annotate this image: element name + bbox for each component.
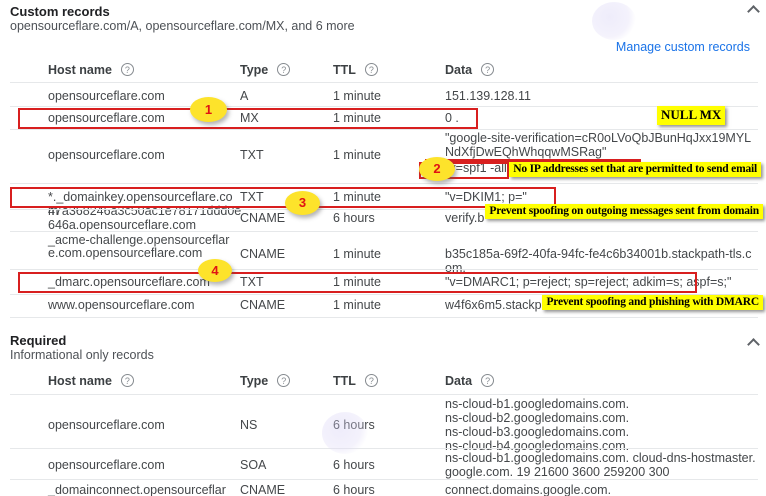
help-icon[interactable]: ? bbox=[277, 63, 291, 76]
annotation-box-dmarc bbox=[18, 272, 697, 293]
help-icon[interactable]: ? bbox=[364, 374, 378, 387]
help-icon[interactable]: ? bbox=[364, 63, 378, 76]
help-icon[interactable]: ? bbox=[481, 374, 495, 387]
marker-3: 3 bbox=[285, 191, 320, 215]
data-cell: "v=DMARC1; p=reject; sp=reject; adkim=s;… bbox=[445, 275, 732, 289]
type-cell: CNAME bbox=[240, 298, 286, 312]
column-data: Data? bbox=[445, 63, 758, 77]
data-cell: ns-cloud-b1.googledomains.com. cloud-dns… bbox=[445, 451, 756, 479]
marker-1: 1 bbox=[190, 97, 227, 122]
watermark bbox=[322, 412, 368, 454]
help-icon[interactable]: ? bbox=[120, 63, 134, 76]
host-cell: _acme-challenge.opensourceflare.com.open… bbox=[48, 233, 230, 260]
type-cell: MX bbox=[240, 111, 259, 125]
divider bbox=[10, 129, 758, 130]
ttl-cell: 1 minute bbox=[333, 89, 381, 103]
divider bbox=[10, 448, 758, 449]
data-cell: verify.b bbox=[445, 211, 485, 225]
note-null-mx: NULL MX bbox=[657, 106, 726, 125]
help-icon[interactable]: ? bbox=[481, 63, 495, 76]
ttl-cell: 1 minute bbox=[333, 275, 381, 289]
watermark bbox=[592, 2, 636, 40]
column-type: Type? bbox=[240, 374, 320, 388]
data-cell: ns-cloud-b1.googledomains.com. ns-cloud-… bbox=[445, 397, 758, 453]
host-cell: _domainconnect.opensourceflare.com bbox=[48, 483, 226, 496]
host-cell: opensourceflare.com bbox=[48, 148, 165, 162]
divider bbox=[10, 209, 758, 210]
note-spf: No IP addresses set that are permitted t… bbox=[509, 162, 761, 177]
column-ttl: TTL? bbox=[333, 63, 423, 77]
marker-4: 4 bbox=[198, 259, 232, 282]
ttl-cell: 6 hours bbox=[333, 418, 375, 432]
host-cell: opensourceflare.com bbox=[48, 458, 165, 472]
data-cell: w4f6x6m5.stackp bbox=[445, 298, 542, 312]
host-cell: www.opensourceflare.com bbox=[48, 298, 195, 312]
note-dkim: Prevent spoofing on outgoing messages se… bbox=[485, 204, 763, 219]
host-cell: opensourceflare.com bbox=[48, 89, 165, 103]
data-cell: 0 . bbox=[445, 111, 459, 125]
type-cell: TXT bbox=[240, 190, 264, 204]
ttl-cell: 1 minute bbox=[333, 111, 381, 125]
column-data: Data? bbox=[445, 374, 758, 388]
custom-records-title: Custom records bbox=[10, 4, 110, 19]
annotation-box-dkim bbox=[10, 187, 556, 208]
divider bbox=[10, 394, 758, 395]
collapse-custom-chevron-icon[interactable] bbox=[747, 5, 760, 18]
data-cell: "google-site-verification=cR0oLVoQbJBunH… bbox=[445, 131, 758, 175]
marker-2: 2 bbox=[419, 157, 455, 181]
divider bbox=[10, 479, 758, 480]
manage-custom-records-link[interactable]: Manage custom records bbox=[615, 40, 750, 54]
data-cell: b35c185a-69f2-40fa-94fc-fe4c6b34001b.sta… bbox=[445, 247, 752, 275]
type-cell: CNAME bbox=[240, 483, 286, 496]
divider bbox=[10, 269, 758, 270]
type-cell: SOA bbox=[240, 458, 267, 472]
custom-records-subtitle: opensourceflare.com/A, opensourceflare.c… bbox=[10, 19, 355, 33]
host-cell: opensourceflare.com bbox=[48, 111, 165, 125]
note-dmarc: Prevent spoofing and phishing with DMARC bbox=[542, 295, 763, 310]
ttl-cell: 1 minute bbox=[333, 148, 381, 162]
type-cell: TXT bbox=[240, 148, 264, 162]
ns-value: ns-cloud-b3.googledomains.com. bbox=[445, 425, 630, 439]
data-cell: connect.domains.google.com. bbox=[445, 483, 612, 496]
annotation-box-mx bbox=[18, 108, 478, 129]
ns-value: ns-cloud-b4.googledomains.com. bbox=[445, 439, 630, 453]
type-cell: A bbox=[240, 89, 249, 103]
host-cell: *._domainkey.opensourceflare.com bbox=[48, 190, 233, 218]
ttl-cell: 1 minute bbox=[333, 298, 381, 312]
column-host-name: Host name? bbox=[48, 63, 236, 77]
type-cell: NS bbox=[240, 418, 258, 432]
help-icon[interactable]: ? bbox=[120, 374, 134, 387]
divider bbox=[10, 82, 758, 83]
ttl-cell: 1 minute bbox=[333, 247, 381, 261]
host-cell: opensourceflare.com bbox=[48, 418, 165, 432]
divider bbox=[10, 183, 758, 184]
data-cell: "v=DKIM1; p=" bbox=[445, 190, 527, 204]
divider bbox=[10, 231, 758, 232]
collapse-required-chevron-icon[interactable] bbox=[747, 338, 760, 351]
ttl-cell: 6 hours bbox=[333, 483, 375, 496]
ttl-cell: 6 hours bbox=[333, 458, 375, 472]
ns-value: ns-cloud-b2.googledomains.com. bbox=[445, 411, 630, 425]
annotation-underline-verification bbox=[425, 159, 641, 162]
ttl-cell: 6 hours bbox=[333, 211, 375, 225]
type-cell: CNAME bbox=[240, 247, 286, 261]
divider bbox=[10, 317, 758, 318]
ns-value: ns-cloud-b1.googledomains.com. bbox=[445, 397, 630, 411]
required-title: Required bbox=[10, 333, 67, 348]
txt-verification-value: "google-site-verification=cR0oLVoQbJBunH… bbox=[445, 131, 752, 159]
column-ttl: TTL? bbox=[333, 374, 423, 388]
ttl-cell: 1 minute bbox=[333, 190, 381, 204]
txt-spf-value: "v=spf1 -all" bbox=[445, 161, 512, 175]
divider bbox=[10, 294, 758, 295]
data-cell: 151.139.128.11 bbox=[445, 89, 531, 103]
divider bbox=[10, 106, 758, 107]
host-cell: _dmarc.opensourceflare.com bbox=[48, 275, 210, 289]
column-type: Type? bbox=[240, 63, 320, 77]
type-cell: TXT bbox=[240, 275, 264, 289]
help-icon[interactable]: ? bbox=[277, 374, 291, 387]
type-cell: CNAME bbox=[240, 211, 286, 225]
required-subtitle: Informational only records bbox=[10, 348, 154, 362]
column-host-name: Host name? bbox=[48, 374, 236, 388]
